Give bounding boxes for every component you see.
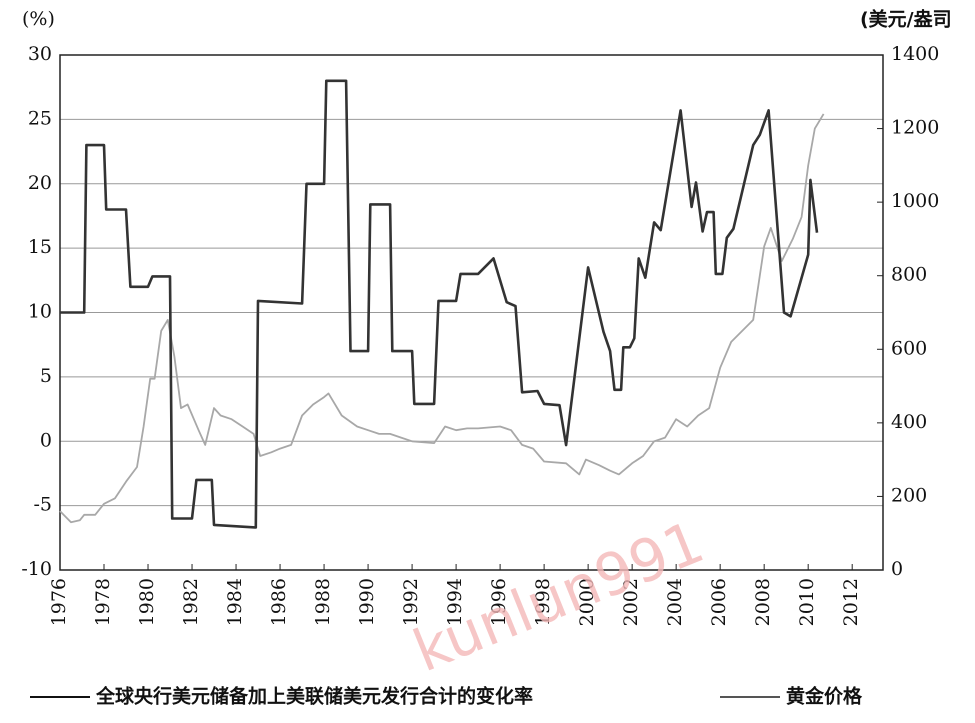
- y2-tick-label: 1400: [891, 43, 939, 65]
- y2-axis-label: (美元/盎司: [860, 8, 952, 31]
- x-tick-label: 2006: [708, 578, 730, 626]
- x-tick-label: 1984: [224, 578, 246, 626]
- y-tick-label: -10: [21, 558, 52, 580]
- x-tick-label: 1990: [356, 578, 378, 626]
- x-tick-label: 1988: [312, 578, 334, 626]
- y-tick-label: -5: [33, 494, 52, 516]
- x-tick-label: 1998: [532, 578, 554, 626]
- y-tick-label: 30: [28, 43, 52, 65]
- y2-tick-label: 400: [891, 411, 927, 433]
- y-tick-label: 10: [28, 301, 52, 323]
- x-tick-label: 1996: [488, 578, 510, 626]
- y-tick-label: 5: [40, 365, 52, 387]
- legend-label: 黄金价格: [786, 685, 863, 708]
- x-tick-label: 2012: [840, 578, 862, 626]
- series-line: [59, 113, 825, 524]
- y-tick-label: 0: [40, 429, 52, 451]
- x-tick-label: 2004: [664, 578, 686, 626]
- y2-tick-label: 1200: [891, 117, 939, 139]
- y2-tick-label: 200: [891, 484, 927, 506]
- y2-tick-label: 600: [891, 337, 927, 359]
- x-tick-label: 2008: [752, 578, 774, 626]
- x-tick-label: 1986: [268, 578, 290, 626]
- y2-tick-label: 800: [891, 264, 927, 286]
- x-tick-label: 1994: [444, 578, 466, 626]
- y-tick-label: 25: [28, 107, 52, 129]
- series-line: [60, 79, 819, 529]
- legend-label: 全球央行美元储备加上美联储美元发行合计的变化率: [95, 685, 533, 708]
- y-tick-label: 20: [28, 172, 52, 194]
- x-tick-label: 1992: [400, 578, 422, 626]
- x-tick-label: 1978: [92, 578, 114, 626]
- x-tick-label: 2000: [576, 578, 598, 626]
- x-tick-label: 1980: [136, 578, 158, 626]
- y-tick-label: 15: [28, 236, 52, 258]
- y2-tick-label: 0: [891, 558, 903, 580]
- x-tick-label: 1982: [180, 578, 202, 626]
- y-axis-label: (%): [22, 8, 55, 30]
- x-tick-label: 1976: [48, 578, 70, 626]
- y2-tick-label: 1000: [891, 190, 939, 212]
- x-tick-label: 2002: [620, 578, 642, 626]
- x-tick-label: 2010: [796, 578, 818, 626]
